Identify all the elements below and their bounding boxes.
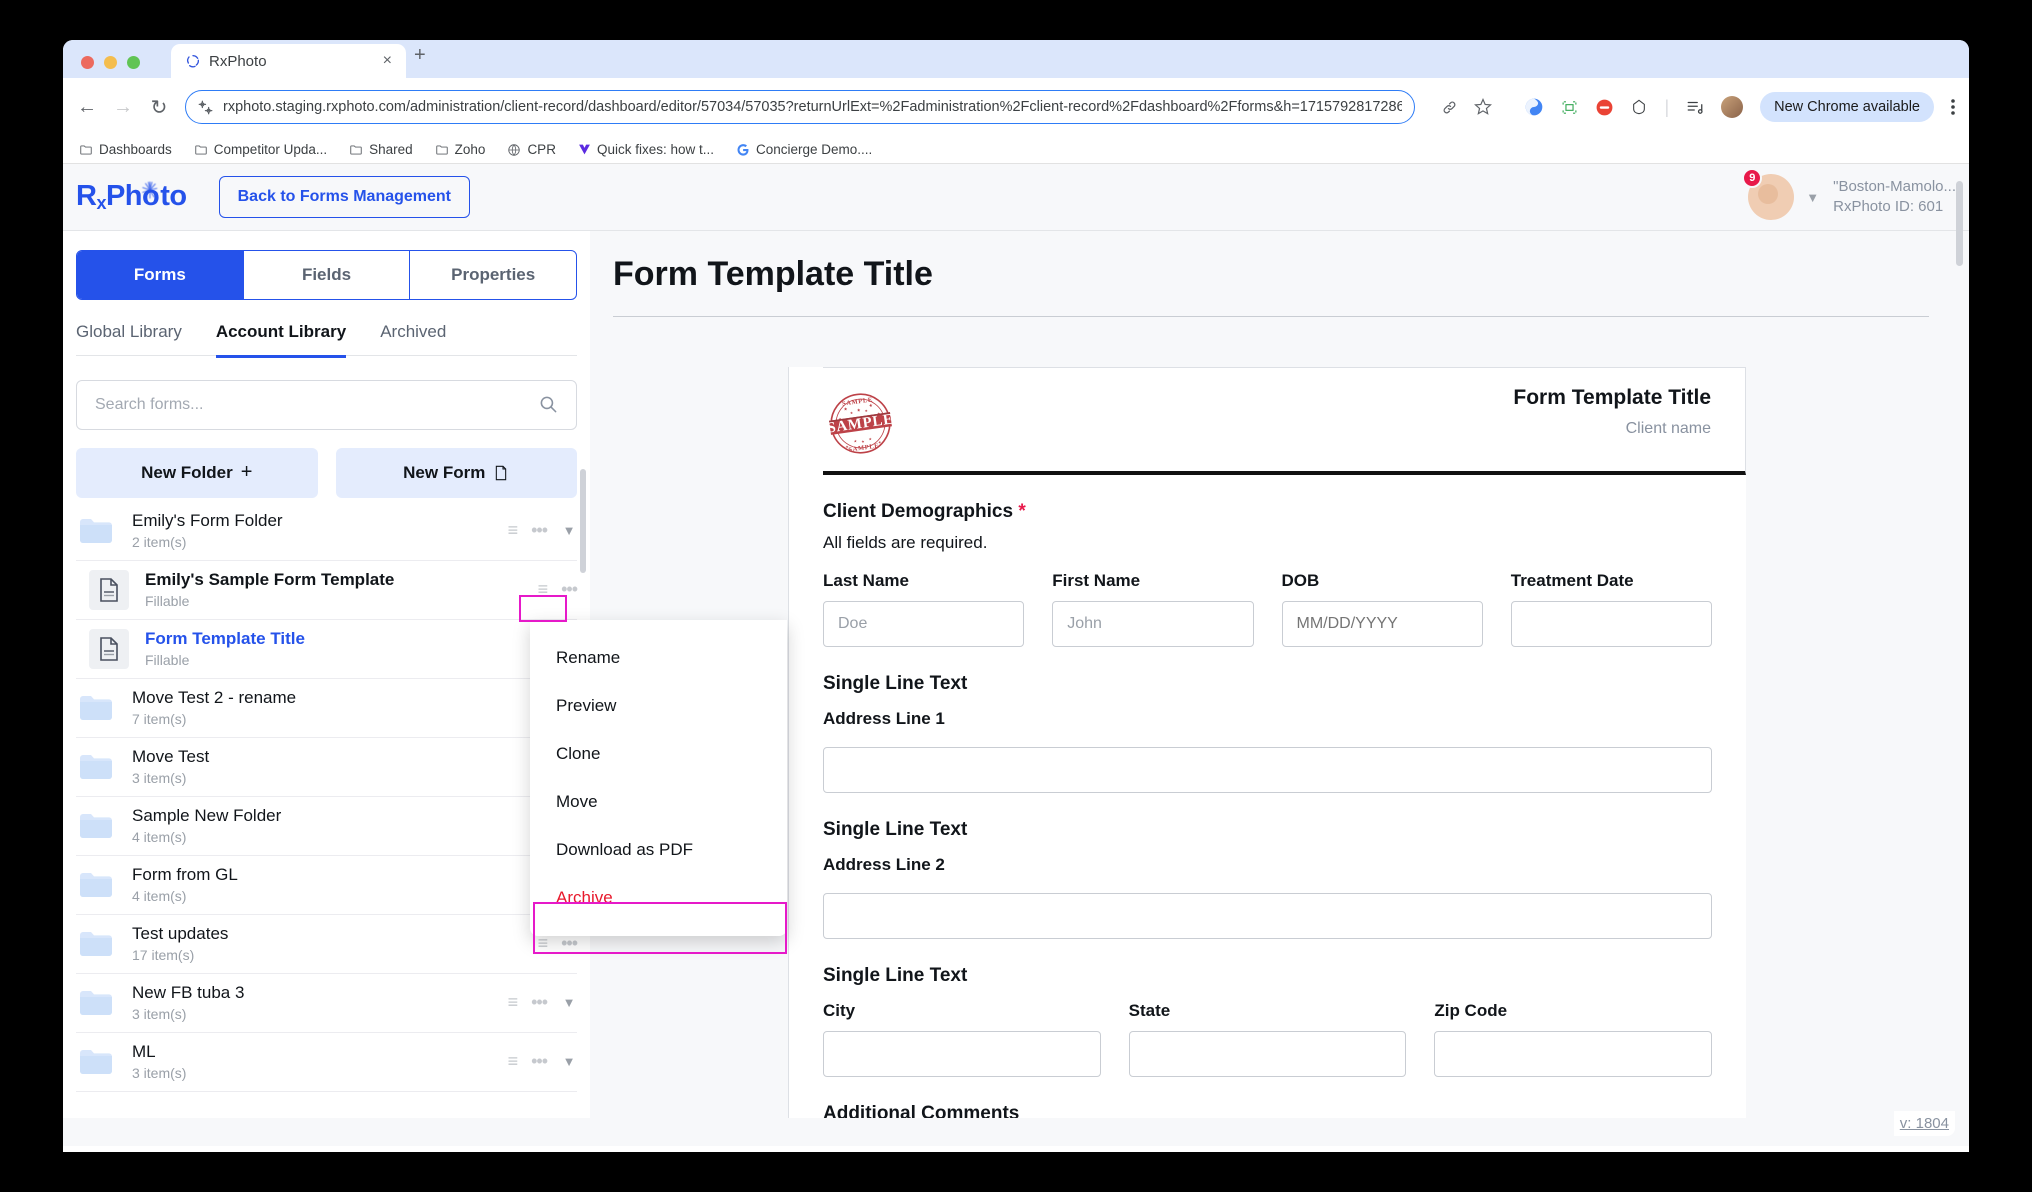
svg-text:★: ★ xyxy=(861,440,866,445)
svg-text:★: ★ xyxy=(856,407,862,413)
svg-text:★: ★ xyxy=(868,402,874,408)
svg-text:SAMPLE: SAMPLE xyxy=(826,411,895,436)
svg-text:★: ★ xyxy=(868,437,873,442)
svg-text:★: ★ xyxy=(850,411,855,416)
svg-text:★: ★ xyxy=(853,439,858,444)
svg-text:★: ★ xyxy=(864,409,869,414)
svg-text:★: ★ xyxy=(843,406,849,412)
